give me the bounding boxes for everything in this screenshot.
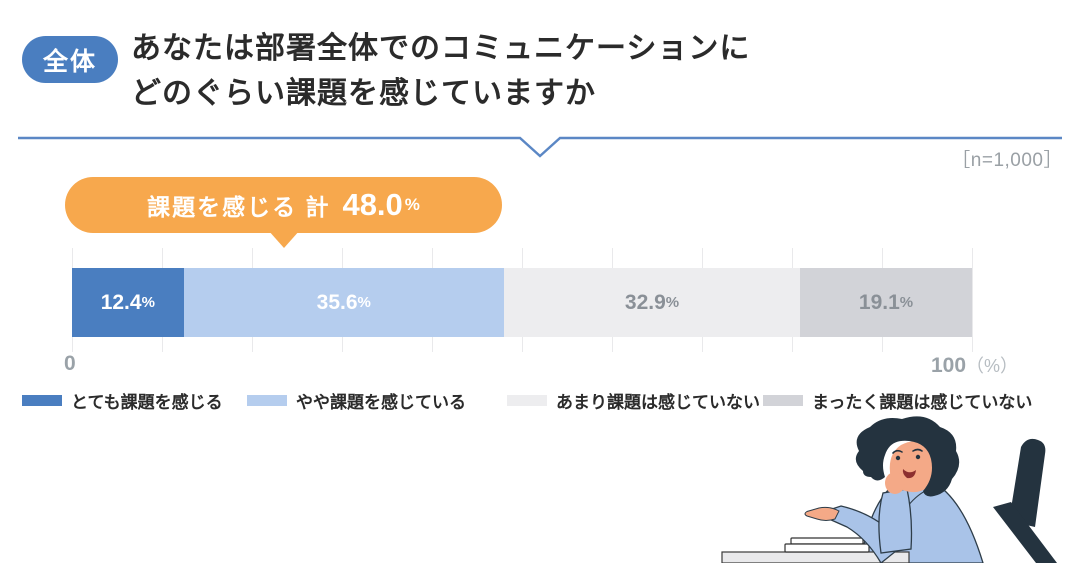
chair-back <box>1009 438 1046 527</box>
summary-callout-unit: % <box>404 195 420 214</box>
scope-badge-label: 全体 <box>42 47 97 76</box>
hair <box>855 416 960 497</box>
pointing-hand <box>804 506 840 521</box>
chair-leg <box>993 502 1057 563</box>
stacked-bar: 12.4% 35.6% 32.9% 19.1% <box>72 268 972 337</box>
fist-at-chin <box>885 472 905 494</box>
books <box>784 537 870 553</box>
x-axis-min-label: 0 <box>64 352 76 375</box>
bar-segment-unit: % <box>141 294 155 311</box>
bar-segment-unit: % <box>899 294 914 311</box>
x-axis-max-number: 100 <box>931 354 967 377</box>
question-title-line1: あなたは部署全体でのコミュニケーションに <box>131 32 751 65</box>
sample-size-label: ［n=1,000］ <box>951 150 1063 171</box>
bar-segment-value: 35.6 <box>316 290 358 314</box>
legend-item-3: あまり課題は感じていない <box>507 387 760 413</box>
legend-label: まったく課題は感じていない <box>812 392 1033 412</box>
legend-swatch <box>22 394 62 406</box>
x-axis-max-label: 100（%） <box>931 352 1018 378</box>
legend-item-1: とても課題を感じる <box>22 387 223 413</box>
forearm <box>878 488 913 554</box>
scope-badge: 全体 <box>22 36 118 83</box>
right-eye <box>915 454 921 460</box>
summary-callout-label: 課題を感じる 計 <box>147 194 331 220</box>
bar-segment-value: 19.1 <box>858 290 900 314</box>
question-title: あなたは部署全体でのコミュニケーションに どのぐらい課題を感じていますか <box>131 26 750 116</box>
summary-callout: 課題を感じる 計 48.0 % <box>65 177 502 233</box>
bar-segment-unit: % <box>665 294 680 311</box>
eyebrows <box>892 448 923 454</box>
bar-segment-2: 35.6% <box>183 268 504 337</box>
legend-item-4: まったく課題は感じていない <box>763 387 1032 413</box>
legend-swatch <box>507 394 547 406</box>
bar-segment-1: 12.4% <box>72 268 184 337</box>
bar-segment-4: 19.1% <box>800 268 972 337</box>
legend-label: あまり課題は感じていない <box>556 392 760 412</box>
left-eye <box>895 455 901 461</box>
gridline <box>972 248 973 352</box>
legend-swatch <box>763 394 803 406</box>
divider-line-with-notch <box>18 136 1062 158</box>
question-title-line2: どのぐらい課題を感じていますか <box>131 77 596 110</box>
bar-segment-value: 12.4 <box>100 290 142 314</box>
summary-callout-value: 48.0 <box>342 187 403 222</box>
legend-swatch <box>247 394 287 406</box>
bar-segment-value: 32.9 <box>624 290 666 314</box>
legend: とても課題を感じる やや課題を感じている あまり課題は感じていない まったく課題は感じ… <box>0 387 1081 413</box>
legend-item-2: やや課題を感じている <box>247 387 466 413</box>
legend-label: やや課題を感じている <box>296 392 466 412</box>
x-axis-unit: （%） <box>966 356 1019 376</box>
thinking-woman-at-desk-illustration <box>721 416 1057 563</box>
bar-segment-unit: % <box>357 294 371 311</box>
summary-callout-pointer <box>268 230 300 248</box>
bar-segment-3: 32.9% <box>503 268 801 337</box>
mouth <box>902 469 916 479</box>
legend-label: とても課題を感じる <box>71 392 223 412</box>
